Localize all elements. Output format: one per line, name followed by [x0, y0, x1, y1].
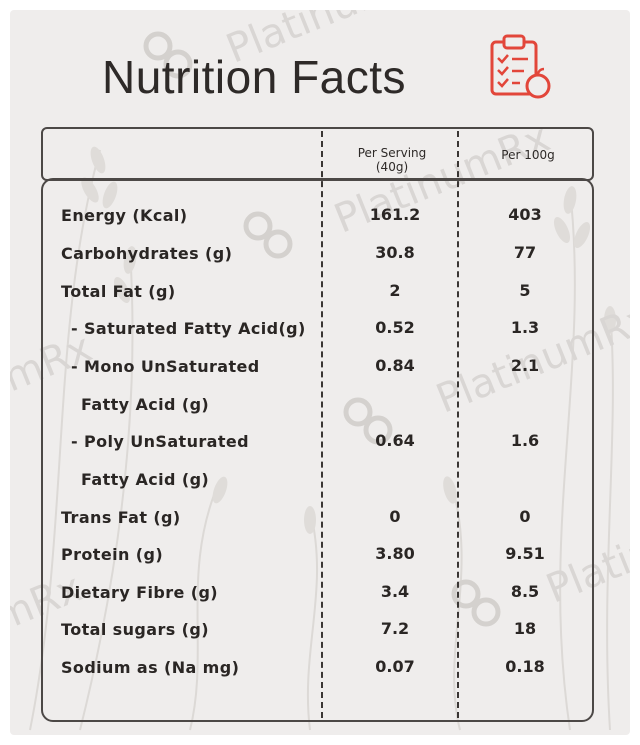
nutrient-label: Total Fat (g): [61, 282, 176, 301]
column-header-per-serving: Per Serving (40g): [357, 146, 427, 174]
per-serving-value: 2: [389, 281, 401, 300]
clipboard-checklist-apple-icon: [490, 34, 551, 99]
per-100g-value: 2.1: [510, 356, 540, 375]
nutrient-label-continued: Fatty Acid (g): [81, 395, 210, 414]
per-100g-value: 5: [519, 281, 531, 300]
nutrient-label: Dietary Fibre (g): [61, 583, 219, 602]
per-100g-value: 0.18: [505, 657, 545, 676]
per-100g-value: 0: [519, 507, 531, 526]
per-100g-value: 18: [513, 619, 537, 638]
column-header-per-100g: Per 100g: [501, 148, 555, 162]
per-serving-value: 0.64: [375, 431, 415, 450]
nutrient-label: Carbohydrates (g): [61, 244, 233, 263]
table-body-box: [41, 178, 594, 722]
nutrition-label: PlatinumRx PlatinumRx PlatinumRx Platinu…: [10, 10, 630, 735]
column-divider: [457, 131, 459, 718]
per-serving-value: 3.4: [380, 582, 410, 601]
nutrient-label: - Saturated Fatty Acid(g): [71, 319, 306, 338]
per-serving-value: 0.84: [375, 356, 415, 375]
nutrient-label: Total sugars (g): [61, 620, 209, 639]
per-serving-value: 0.07: [375, 657, 415, 676]
watermark-logo: [243, 211, 293, 259]
per-100g-value: 403: [508, 205, 542, 224]
per-serving-value: 0: [389, 507, 401, 526]
per-serving-value: 7.2: [380, 619, 410, 638]
per-100g-value: 8.5: [510, 582, 540, 601]
watermark-logo: [143, 31, 193, 79]
nutrient-label: Sodium as (Na mg): [61, 658, 240, 677]
per-100g-value: 9.51: [505, 544, 545, 563]
per-serving-value: 0.52: [375, 318, 415, 337]
per-serving-value: 3.80: [375, 544, 415, 563]
column-divider: [321, 131, 323, 718]
nutrient-label: Protein (g): [61, 545, 164, 564]
per-100g-value: 1.6: [510, 431, 540, 450]
nutrient-label-continued: Fatty Acid (g): [81, 470, 210, 489]
nutrient-label: Trans Fat (g): [61, 508, 181, 527]
per-serving-value: 30.8: [375, 243, 415, 262]
watermark-logo: [451, 579, 501, 627]
per-100g-value: 77: [513, 243, 537, 262]
title: Nutrition Facts: [102, 51, 407, 103]
nutrient-label: - Poly UnSaturated: [71, 432, 249, 451]
per-100g-value: 1.3: [510, 318, 540, 337]
nutrient-label: - Mono UnSaturated: [71, 357, 260, 376]
watermark-logo: [343, 397, 393, 445]
table-header-box: [41, 127, 594, 181]
per-serving-value: 161.2: [369, 205, 421, 224]
nutrient-label: Energy (Kcal): [61, 206, 188, 225]
wheat-background-pattern: [29, 146, 616, 731]
